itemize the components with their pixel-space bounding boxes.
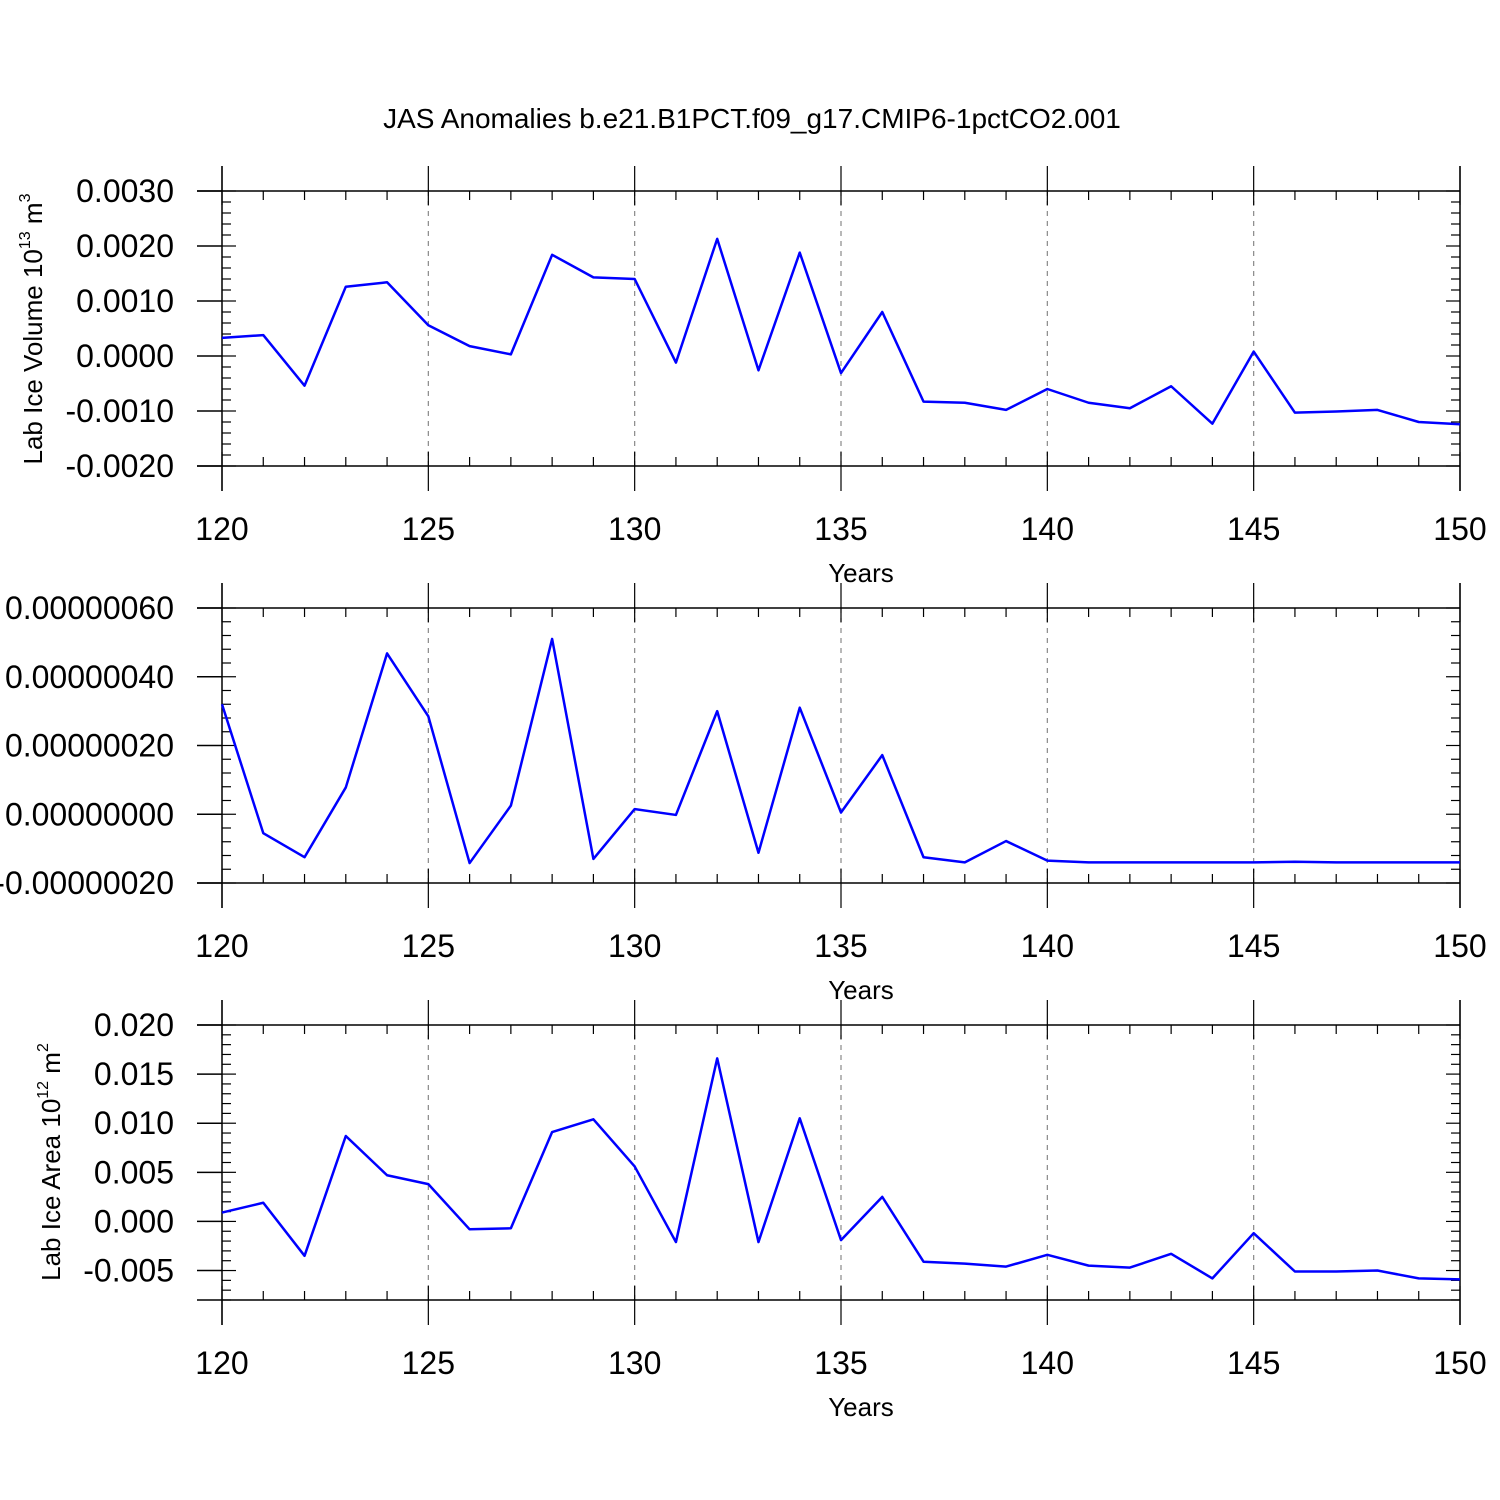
y-axis-title: Lab Ice Area 1012 m2 [35,1043,66,1281]
x-tick-label: 130 [608,928,661,964]
y-tick-label: -0.0010 [65,393,174,429]
x-axis-title: Years [828,558,894,588]
y-tick-label: 0.00000020 [5,728,174,764]
y-tick-label: 0.00000040 [5,659,174,695]
x-axis-title: Years [828,1392,894,1422]
panel-3: 120 125 130 135 140 145 150 -0.005 0.000 0.005 0.0… [35,1000,1487,1422]
y-tick-label: -0.0020 [65,448,174,484]
x-tick-label: 125 [402,928,455,964]
y-axis-title-unit: m [18,202,48,231]
y-tick-label: 0.015 [94,1056,174,1092]
x-tick-label: 140 [1021,1345,1074,1381]
series-line [221,1057,1461,1281]
chart-panels: 120 125 130 135 140 145 150 -0.0020 -0.0010 0.000… [0,166,1487,1422]
y-axis-title-exponent: 13 [17,231,34,249]
x-tick-label: 145 [1227,1345,1280,1381]
y-tick-label: 0.005 [94,1154,174,1190]
y-tick-label: 0.0010 [76,283,174,319]
y-tick-label: 0.020 [94,1007,174,1043]
x-tick-label: 150 [1433,511,1486,547]
x-tick-label: 120 [195,511,248,547]
figure-title: JAS Anomalies b.e21.B1PCT.f09_g17.CMIP6-… [383,103,1121,134]
x-tick-label: 120 [195,1345,248,1381]
y-tick-label: -0.005 [83,1253,174,1289]
series-line [220,637,1460,865]
y-axis-title: Lab Ice Volume 1013 m3 [17,193,48,464]
y-tick-label: 0.000 [94,1203,174,1239]
y-tick-label: 0.0030 [76,173,174,209]
y-axis-title-main: Lab Ice Area 10 [36,1099,66,1281]
y-axis-title-unit-exponent: 2 [35,1043,52,1052]
x-tick-label: 140 [1021,928,1074,964]
y-tick-label: 0.010 [94,1105,174,1141]
x-tick-label: 130 [608,511,661,547]
x-tick-label: 140 [1021,511,1074,547]
x-tick-label: 130 [608,1345,661,1381]
y-axis-title-unit-exponent: 3 [17,193,34,202]
x-tick-label: 150 [1433,1345,1486,1381]
x-tick-label: 125 [402,1345,455,1381]
x-tick-label: 120 [195,928,248,964]
y-tick-label: 0.0020 [76,228,174,264]
y-tick-label: -0.00000020 [0,865,174,901]
y-tick-label: 0.00000000 [5,796,174,832]
series-line [221,237,1461,426]
x-tick-label: 150 [1433,928,1486,964]
x-tick-label: 135 [814,928,867,964]
x-tick-label: 145 [1227,928,1280,964]
x-tick-label: 145 [1227,511,1280,547]
y-tick-label: 0.00000060 [5,590,174,626]
x-axis-title: Years [828,975,894,1005]
y-axis-title-main: Lab Ice Volume 10 [18,249,48,464]
panel-2: 120 125 130 135 140 145 150 -0.00000020 0.000000… [0,583,1487,1005]
x-tick-label: 135 [814,1345,867,1381]
x-tick-label: 135 [814,511,867,547]
panel-1: 120 125 130 135 140 145 150 -0.0020 -0.0010 0.000… [17,166,1487,588]
y-tick-label: 0.0000 [76,338,174,374]
y-axis-title-exponent: 12 [35,1081,52,1099]
y-axis-title-unit: m [36,1052,66,1081]
x-tick-label: 125 [402,511,455,547]
